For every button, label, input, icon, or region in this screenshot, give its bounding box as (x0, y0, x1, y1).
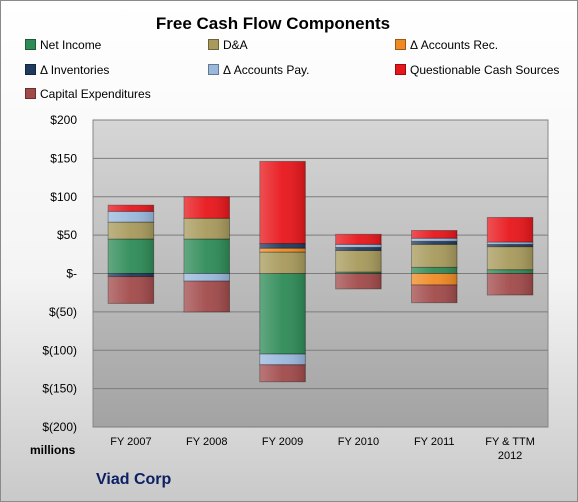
x-tick-label: FY 2010 (338, 436, 379, 448)
bar-segment-shading (487, 273, 533, 295)
legend-swatch-net-income (25, 39, 36, 50)
legend-label-net-income: Net Income (40, 38, 102, 52)
y-tick-label: $200 (50, 113, 77, 127)
bar-segment-shading (184, 218, 230, 239)
legend-item-capital-expenditures: Capital Expenditures (25, 87, 151, 101)
bar-segment-shading (411, 273, 457, 286)
y-tick-label: $150 (50, 151, 77, 165)
bar-segment-shading (487, 246, 533, 270)
x-tick-label: FY 2009 (262, 436, 303, 448)
bar-segment-shading (108, 273, 154, 277)
legend-item-net-income: Net Income (25, 38, 101, 52)
legend-swatch-inventories (25, 64, 36, 75)
legend-item-da: D&A (208, 38, 248, 52)
bar-segment-shading (108, 238, 154, 274)
y-tick-label: $50 (57, 228, 77, 242)
bar-segment-shading (259, 354, 306, 365)
bar-segment-shading (335, 244, 382, 248)
bar-segment-shading (259, 243, 306, 249)
bar-segment-shading (487, 269, 533, 274)
bar-segment-shading (335, 273, 382, 289)
x-tick-label: FY 2008 (186, 436, 227, 448)
company-name: Viad Corp (96, 471, 172, 488)
legend-swatch-da (208, 39, 219, 50)
legend-swatch-accounts-rec (395, 39, 406, 50)
bar-segment-shading (335, 247, 382, 251)
x-tick-label: FY 2011 (414, 436, 455, 448)
bar-segment-shading (108, 211, 154, 223)
x-tick-label: FY & TTM 2012 (485, 436, 535, 462)
legend-item-accounts-rec: Δ Accounts Rec. (395, 38, 498, 52)
legend-item-questionable-cash-sources: Questionable Cash Sources (395, 63, 559, 77)
legend-swatch-accounts-pay (208, 64, 219, 75)
bar-segment-shading (335, 250, 382, 272)
bar-segment-shading (259, 273, 306, 355)
legend-label-accounts-pay: Δ Accounts Pay. (223, 63, 310, 77)
legend-label-questionable-cash-sources: Questionable Cash Sources (410, 63, 560, 77)
bar-segment-shading (184, 238, 230, 274)
bar-segment-shading (411, 238, 457, 242)
bar-segment-shading (184, 196, 230, 219)
legend-label-inventories: Δ Inventories (40, 63, 110, 77)
bar-segment-shading (259, 364, 306, 382)
y-tick-label: $100 (50, 190, 77, 204)
bar-segment-shading (335, 234, 382, 245)
bar-segment-shading (411, 285, 457, 303)
bar-segment-shading (487, 242, 533, 245)
bar-segment-shading (487, 217, 533, 243)
bar-segment-shading (108, 205, 154, 212)
units-label: millions (30, 443, 76, 457)
bar-segment-shading (184, 281, 230, 312)
legend-swatch-capital-expenditures (25, 88, 36, 99)
bar-segment-shading (108, 222, 154, 239)
bar-segment-shading (259, 252, 306, 274)
y-tick-label: $- (66, 267, 77, 281)
bar-segment-shading (411, 267, 457, 274)
legend-swatch-questionable-cash-sources (395, 64, 406, 75)
bar-segment-shading (487, 244, 533, 247)
y-tick-label: $(50) (49, 305, 77, 319)
legend-label-accounts-rec: Δ Accounts Rec. (410, 38, 499, 52)
legend-item-accounts-pay: Δ Accounts Pay. (208, 63, 310, 77)
legend-label-da: D&A (223, 38, 248, 52)
chart-title: Free Cash Flow Components (155, 14, 391, 33)
bar-segment-shading (411, 241, 457, 245)
bar-segment-shading (184, 273, 230, 282)
bar-segment-shading (411, 230, 457, 239)
bar-segment-shading (335, 271, 382, 274)
y-tick-label: $(150) (42, 382, 77, 396)
bar-segment-shading (259, 161, 306, 244)
y-tick-label: $(200) (42, 420, 77, 434)
y-tick-label: $(100) (42, 343, 77, 357)
x-tick-label: FY 2007 (110, 436, 151, 448)
bar-segment-shading (259, 248, 306, 253)
legend-label-capital-expenditures: Capital Expenditures (40, 87, 151, 101)
legend-item-inventories: Δ Inventories (25, 63, 109, 77)
bar-segment-shading (108, 276, 154, 304)
bar-segment-shading (411, 244, 457, 268)
